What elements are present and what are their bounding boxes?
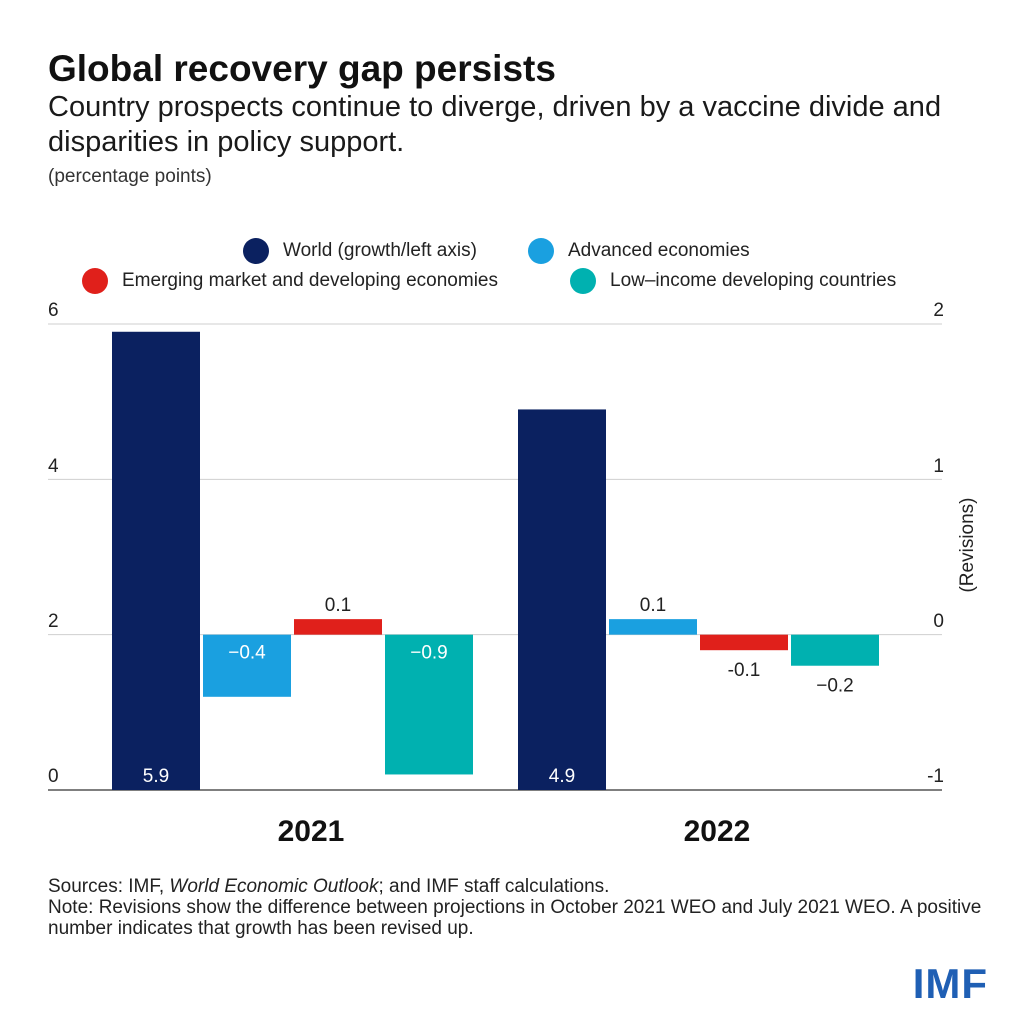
left-tick-4: 4 — [48, 456, 59, 477]
note-line: Note: Revisions show the difference betw… — [48, 897, 982, 939]
data-label-emerging-2021: 0.1 — [325, 595, 351, 616]
bar-world-2021 — [112, 331, 200, 790]
right-tick-1: 1 — [933, 456, 944, 477]
legend-world-swatch — [243, 238, 269, 264]
legend-emerging: Emerging market and developing economies — [82, 268, 498, 294]
data-label-advanced-2022: 0.1 — [640, 595, 666, 616]
data-label-emerging-2022: -0.1 — [728, 660, 761, 681]
left-tick-0: 0 — [48, 766, 59, 787]
bar-advanced-2021 — [203, 634, 291, 697]
legend-lowincome: Low–income developing countries — [570, 268, 896, 294]
legend-advanced-swatch — [528, 238, 554, 264]
data-label-world-2022: 4.9 — [549, 766, 575, 787]
legend-world: World (growth/left axis) — [243, 238, 477, 264]
imf-logo: IMF — [912, 960, 988, 1007]
data-label-world-2021: 5.9 — [143, 766, 169, 787]
legend-advanced-label: Advanced economies — [568, 240, 750, 261]
right-tick-2: 2 — [933, 300, 944, 321]
sources-prefix: Sources: IMF, — [48, 876, 170, 897]
legend-advanced: Advanced economies — [528, 238, 750, 264]
chart-title: Global recovery gap persists — [48, 48, 556, 89]
legend-emerging-swatch — [82, 268, 108, 294]
bar-lowincome-2022 — [791, 634, 879, 666]
bar-lowincome-2021 — [385, 634, 473, 775]
bar-world-2022 — [518, 409, 606, 790]
sources-note: Sources: IMF, World Economic Outlook; an… — [48, 876, 998, 939]
legend-lowincome-swatch — [570, 268, 596, 294]
left-tick-2: 2 — [48, 611, 59, 632]
sources-italic: World Economic Outlook — [169, 876, 379, 897]
legend-emerging-label: Emerging market and developing economies — [122, 270, 498, 291]
sources-line: Sources: IMF, World Economic Outlook; an… — [48, 876, 998, 897]
left-tick-6: 6 — [48, 300, 59, 321]
bar-emerging-2021 — [294, 619, 382, 635]
legend-lowincome-label: Low–income developing countries — [610, 270, 897, 291]
legend-world-label: World (growth/left axis) — [283, 240, 477, 261]
right-tick-minus1: -1 — [927, 766, 944, 787]
chart-subtitle: Country prospects continue to diverge, d… — [48, 91, 942, 158]
right-tick-0: 0 — [933, 611, 944, 632]
data-label-lowincome-2021: −0.9 — [410, 643, 448, 664]
data-label-advanced-2021: −0.4 — [228, 643, 266, 664]
data-label-lowincome-2022: −0.2 — [816, 676, 854, 697]
category-2022: 2022 — [683, 815, 751, 848]
category-2021: 2021 — [277, 815, 345, 848]
sources-suffix: ; and IMF staff calculations. — [378, 876, 610, 897]
bar-emerging-2022 — [700, 634, 788, 651]
bar-advanced-2022 — [609, 619, 697, 635]
unit-label: (percentage points) — [48, 166, 212, 187]
